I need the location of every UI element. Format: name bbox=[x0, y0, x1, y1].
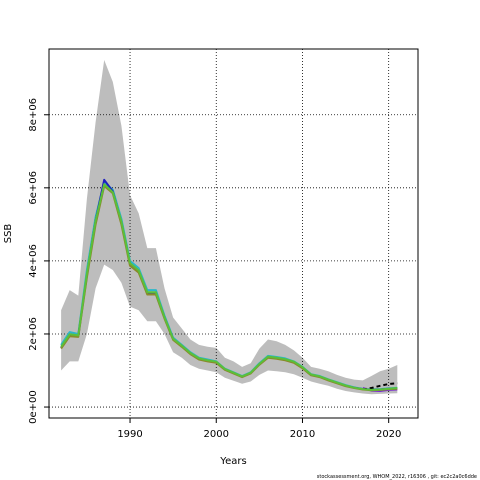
series-line-6 bbox=[60, 183, 398, 391]
footnote: stockassessment.org, WHOM_2022, r16306 ,… bbox=[317, 474, 477, 480]
y-tick-label-4: 8e+06 bbox=[28, 98, 39, 132]
y-axis-title: SSB bbox=[3, 224, 14, 244]
x-axis-title: Years bbox=[219, 456, 246, 467]
x-tick-label-2020: 2020 bbox=[376, 429, 401, 440]
y-tick-label-1: 2e+06 bbox=[28, 317, 39, 351]
confidence-band bbox=[61, 60, 398, 395]
x-tick-label-2000: 2000 bbox=[204, 429, 229, 440]
plot-frame bbox=[48, 48, 419, 419]
x-tick-label-2010: 2010 bbox=[290, 429, 315, 440]
y-tick-label-3: 6e+06 bbox=[28, 171, 39, 205]
ci-band-area bbox=[61, 60, 398, 395]
y-tick-label-0: 0e+00 bbox=[28, 390, 39, 424]
x-tick-label-1990: 1990 bbox=[117, 429, 142, 440]
series-lines bbox=[60, 178, 398, 392]
y-tick-label-2: 4e+06 bbox=[28, 244, 39, 278]
series-line-4 bbox=[362, 382, 398, 391]
axes: 1990 2000 2010 2020 0e+00 2e+06 4e+06 6e+06 8e+0… bbox=[28, 98, 401, 440]
